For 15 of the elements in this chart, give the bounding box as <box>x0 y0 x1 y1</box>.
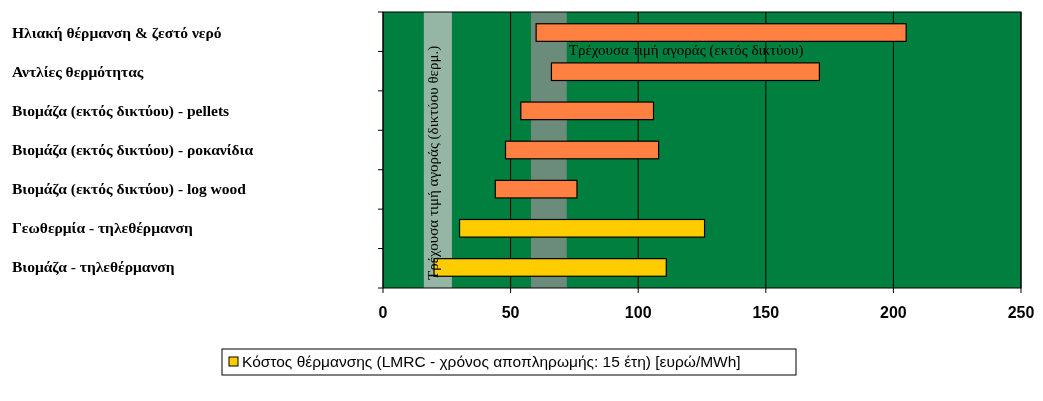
x-tick-label: 150 <box>752 304 780 321</box>
y-tick-label: Βιομάζα (εκτός δικτύου) - log wood <box>12 180 247 199</box>
y-tick-label: Βιομάζα - τηλεθέρμανση <box>12 258 175 276</box>
x-tick-label: 100 <box>624 304 652 321</box>
y-tick-label: Βιομάζα (εκτός δικτύου) - ροκανίδια <box>12 141 254 159</box>
y-tick-label: Γεωθερμία - τηλεθέρμανση <box>12 219 193 237</box>
legend-label: Κόστος θέρμανσης (LMRC - χρόνος αποπληρωμής: 15 έτη) [ευρώ/MWh] <box>242 353 741 370</box>
y-tick-label: Ηλιακή θέρμανση & ζεστό νερό <box>12 23 222 41</box>
x-tick-label: 50 <box>501 304 520 321</box>
band-label: Τρέχουσα τιμή αγοράς (δικτύου θερμ.) <box>424 45 442 280</box>
x-tick-label: 250 <box>1007 304 1035 321</box>
y-tick-label: Βιομάζα (εκτός δικτύου) - pellets <box>12 101 230 120</box>
y-tick-label: Αντλίες θερμότητας <box>12 62 144 80</box>
x-tick-label: 200 <box>880 304 907 321</box>
x-tick-label: 0 <box>378 304 388 321</box>
